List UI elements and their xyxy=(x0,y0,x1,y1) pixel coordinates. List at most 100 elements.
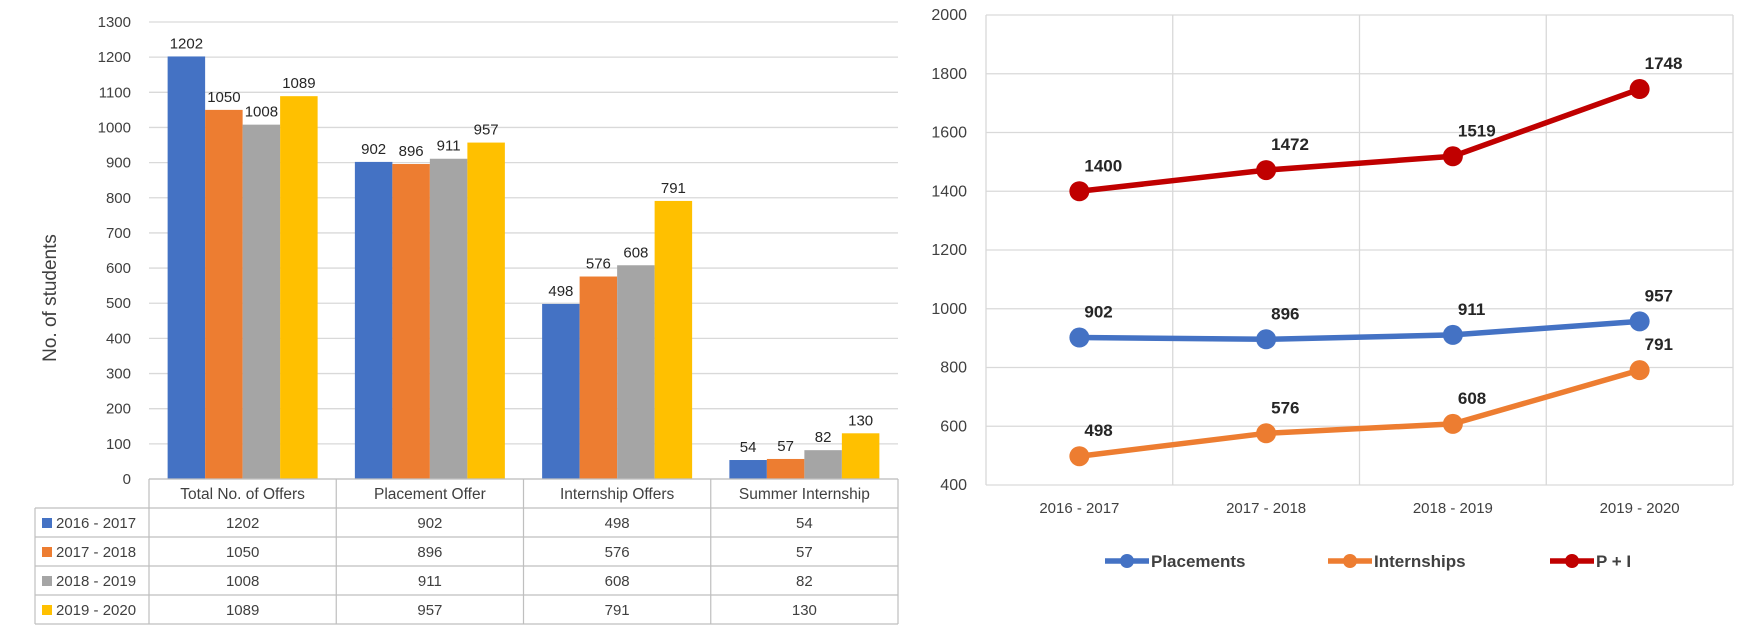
x-category-label: Total No. of Offers xyxy=(180,486,305,503)
table-cell-value: 54 xyxy=(796,515,813,532)
y-tick-label: 600 xyxy=(106,260,131,277)
bar-data-label: 1202 xyxy=(170,35,203,52)
legend-label: Placements xyxy=(1151,552,1246,571)
y-tick-label: 1300 xyxy=(98,14,131,31)
table-cell-value: 791 xyxy=(605,602,630,619)
bar-data-label: 902 xyxy=(361,141,386,158)
table-cell-value: 902 xyxy=(417,515,442,532)
data-point xyxy=(1629,79,1650,100)
bar-data-label: 1089 xyxy=(282,75,315,92)
x-category-label: Summer Internship xyxy=(739,486,870,503)
bar xyxy=(354,161,393,480)
bar xyxy=(280,96,318,479)
legend-swatch xyxy=(42,605,52,615)
bar-data-label: 130 xyxy=(848,412,873,429)
y-tick-label: 1000 xyxy=(931,301,967,318)
point-data-label: 1748 xyxy=(1645,54,1683,73)
x-category-label: Placement Offer xyxy=(374,486,486,503)
y-tick-label: 1000 xyxy=(98,119,131,136)
legend-label: 2019 - 2020 xyxy=(56,602,136,619)
bar xyxy=(429,158,468,479)
data-point xyxy=(1442,146,1463,167)
table-cell-value: 1050 xyxy=(226,544,259,561)
point-data-label: 1400 xyxy=(1084,156,1122,175)
bar-data-label: 896 xyxy=(399,143,424,160)
table-cell-value: 957 xyxy=(417,602,442,619)
bar-data-label: 57 xyxy=(777,438,794,455)
x-tick-label: 2019 - 2020 xyxy=(1600,500,1680,517)
data-point xyxy=(1629,360,1650,381)
y-tick-label: 700 xyxy=(106,225,131,242)
bar xyxy=(467,142,505,479)
point-data-label: 608 xyxy=(1458,389,1486,408)
y-tick-label: 800 xyxy=(940,360,967,377)
bar-data-label: 498 xyxy=(548,283,573,300)
series-line xyxy=(1076,86,1643,194)
point-data-label: 498 xyxy=(1084,421,1112,440)
data-point xyxy=(1256,423,1277,444)
bar-data-label: 576 xyxy=(586,256,611,273)
data-point xyxy=(1442,324,1463,345)
y-tick-label: 500 xyxy=(106,295,131,312)
bar-chart: 0 100 200 300 400 500 600 700 800 900 1000 1100 1200… xyxy=(34,14,899,625)
legend-label: P + I xyxy=(1596,552,1631,571)
data-point xyxy=(1069,181,1090,202)
x-tick-label: 2017 - 2018 xyxy=(1226,500,1306,517)
bar xyxy=(617,265,655,479)
table-cell-value: 576 xyxy=(605,544,630,561)
bar-data-label: 1050 xyxy=(207,89,240,106)
table-cell-value: 896 xyxy=(417,544,442,561)
bar xyxy=(392,164,430,479)
legend-marker xyxy=(1343,554,1357,568)
bar xyxy=(205,109,243,479)
bar-data-label: 54 xyxy=(740,439,757,456)
y-tick-label: 800 xyxy=(106,190,131,207)
table-cell-value: 911 xyxy=(418,573,442,590)
y-tick-label: 1400 xyxy=(931,183,967,200)
bar xyxy=(841,433,880,479)
x-tick-label: 2018 - 2019 xyxy=(1413,500,1493,517)
point-data-label: 1519 xyxy=(1458,121,1496,140)
line-chart: 400 600 800 1000 1200 1400 1600 1800 2000 2016 - … xyxy=(931,7,1734,571)
bar-data-label: 608 xyxy=(623,244,648,261)
table-cell-value: 1202 xyxy=(226,515,259,532)
table-cell-value: 82 xyxy=(796,573,813,590)
y-tick-label: 400 xyxy=(940,477,967,494)
table-cell-value: 608 xyxy=(605,573,630,590)
bar xyxy=(579,276,618,479)
data-point xyxy=(1256,329,1277,350)
legend-swatch xyxy=(42,576,52,586)
bar xyxy=(729,460,767,479)
y-tick-label: 1200 xyxy=(931,242,967,259)
legend-label: 2018 - 2019 xyxy=(56,573,136,590)
data-point xyxy=(1069,446,1090,467)
y-tick-label: 400 xyxy=(106,330,131,347)
y-tick-label: 900 xyxy=(106,155,131,172)
bar xyxy=(654,200,693,479)
point-data-label: 896 xyxy=(1271,304,1299,323)
x-category-label: Internship Offers xyxy=(560,486,675,503)
y-tick-label: 1600 xyxy=(931,125,967,142)
bar-data-label: 1008 xyxy=(245,104,278,121)
y-tick-label: 100 xyxy=(106,436,131,453)
point-data-label: 576 xyxy=(1271,398,1299,417)
x-tick-label: 2016 - 2017 xyxy=(1039,500,1119,517)
legend-marker xyxy=(1565,554,1579,568)
bar xyxy=(242,124,281,479)
bar xyxy=(167,56,206,479)
y-tick-label: 1200 xyxy=(98,49,131,66)
table-cell-value: 1089 xyxy=(226,602,259,619)
legend-label: 2016 - 2017 xyxy=(56,515,136,532)
bar-data-label: 957 xyxy=(474,122,499,139)
table-cell-value: 498 xyxy=(605,515,630,532)
y-tick-label: 2000 xyxy=(931,7,967,24)
y-axis-label: No. of students xyxy=(40,234,61,362)
y-tick-label: 600 xyxy=(940,418,967,435)
bar xyxy=(766,458,805,479)
legend-swatch xyxy=(42,518,52,528)
series-line xyxy=(1076,318,1643,343)
y-tick-label: 200 xyxy=(106,401,131,418)
bar xyxy=(804,450,842,479)
point-data-label: 911 xyxy=(1458,300,1485,319)
series-line xyxy=(1076,367,1643,459)
